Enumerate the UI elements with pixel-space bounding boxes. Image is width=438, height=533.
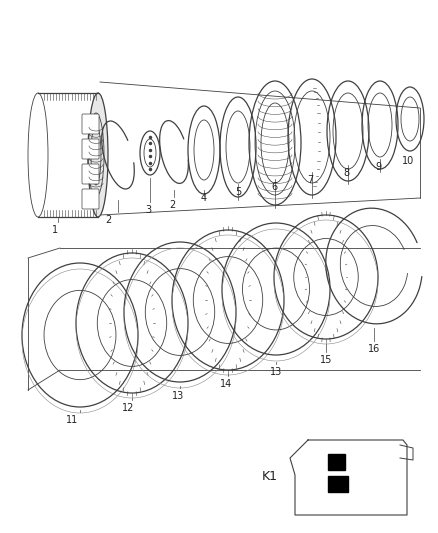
Text: 16: 16	[368, 344, 380, 354]
Text: 11: 11	[66, 415, 78, 425]
Text: 14: 14	[220, 379, 232, 389]
Text: 9: 9	[375, 162, 381, 172]
FancyBboxPatch shape	[82, 139, 99, 159]
Ellipse shape	[88, 93, 108, 217]
FancyBboxPatch shape	[82, 164, 99, 184]
Polygon shape	[328, 454, 345, 470]
FancyBboxPatch shape	[82, 114, 99, 134]
FancyBboxPatch shape	[82, 189, 99, 209]
Text: 10: 10	[402, 156, 414, 166]
Text: 3: 3	[145, 205, 151, 215]
Text: 5: 5	[235, 187, 241, 197]
Text: K1: K1	[262, 471, 278, 483]
Text: 1: 1	[52, 225, 58, 235]
Text: 13: 13	[270, 367, 282, 377]
Text: 4: 4	[201, 193, 207, 203]
Text: 7: 7	[307, 175, 313, 185]
Text: 15: 15	[320, 355, 332, 365]
Polygon shape	[328, 476, 348, 492]
Text: 6: 6	[271, 182, 277, 192]
Text: 12: 12	[122, 403, 134, 413]
Text: 2: 2	[169, 200, 175, 210]
Text: 13: 13	[172, 391, 184, 401]
Text: 8: 8	[343, 168, 349, 178]
Text: 2: 2	[105, 215, 111, 225]
